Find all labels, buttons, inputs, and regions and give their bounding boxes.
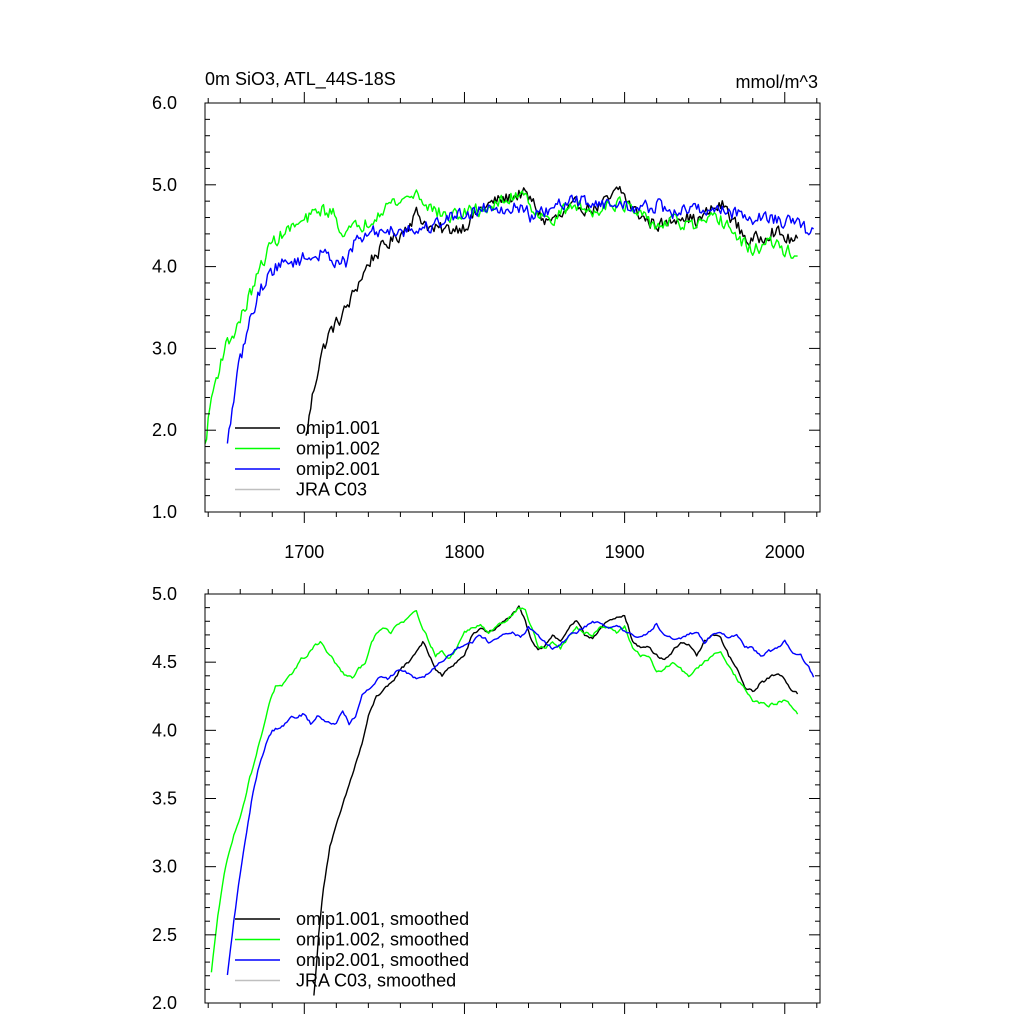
y-tick-label: 4.0 <box>152 720 177 740</box>
x-tick-label: 2000 <box>765 542 805 562</box>
y-tick-label: 6.0 <box>152 93 177 113</box>
y-tick-label: 3.0 <box>152 338 177 358</box>
series-line-omip2-001 <box>226 194 814 444</box>
legend-label: omip1.001, smoothed <box>296 909 469 929</box>
y-tick-label: 1.0 <box>152 502 177 522</box>
y-tick-label: 3.0 <box>152 857 177 877</box>
legend-label: omip1.002, smoothed <box>296 930 469 950</box>
y-tick-label: 5.0 <box>152 175 177 195</box>
legend-label: omip2.001 <box>296 459 380 479</box>
y-tick-label: 2.0 <box>152 420 177 440</box>
legend-label: omip1.002 <box>296 439 380 459</box>
top-axes: 1.0 2.0 3.0 4.0 5.0 6.0 1700 1800 1900 2000 <box>152 92 821 562</box>
y-tick-label: 4.0 <box>152 257 177 277</box>
series-line-omip2-001-smoothed <box>226 620 815 976</box>
panel-bottom: 2.0 2.5 3.0 3.5 4.0 4.5 5.0 omip1.001, smoothe… <box>152 583 821 1014</box>
top-chart-title: 0m SiO3, ATL_44S-18S <box>205 69 396 90</box>
series-line-omip1-001-smoothed <box>313 605 799 996</box>
legend-label: JRA C03, smoothed <box>296 971 456 991</box>
legend-label: omip1.001 <box>296 418 380 438</box>
x-tick-label: 1800 <box>444 542 484 562</box>
x-tick-label: 1900 <box>605 542 645 562</box>
series-line-omip1-002 <box>204 189 798 444</box>
y-tick-label: 3.5 <box>152 789 177 809</box>
y-tick-label: 2.5 <box>152 925 177 945</box>
legend-label: JRA C03 <box>296 480 367 500</box>
plot-frame <box>204 102 821 513</box>
panel-top: 0m SiO3, ATL_44S-18S mmol/m^3 1.0 2.0 3.0 4… <box>152 69 821 562</box>
top-series-group <box>204 185 814 444</box>
x-tick-label: 1700 <box>284 542 324 562</box>
legend-label: omip2.001, smoothed <box>296 950 469 970</box>
y-tick-label: 2.0 <box>152 993 177 1013</box>
bottom-series-group <box>210 605 815 996</box>
bottom-axes: 2.0 2.5 3.0 3.5 4.0 4.5 5.0 <box>152 583 821 1014</box>
y-tick-label: 5.0 <box>152 584 177 604</box>
y-tick-label: 4.5 <box>152 652 177 672</box>
series-line-omip1-002-smoothed <box>210 606 799 973</box>
top-chart-units: mmol/m^3 <box>736 72 818 92</box>
